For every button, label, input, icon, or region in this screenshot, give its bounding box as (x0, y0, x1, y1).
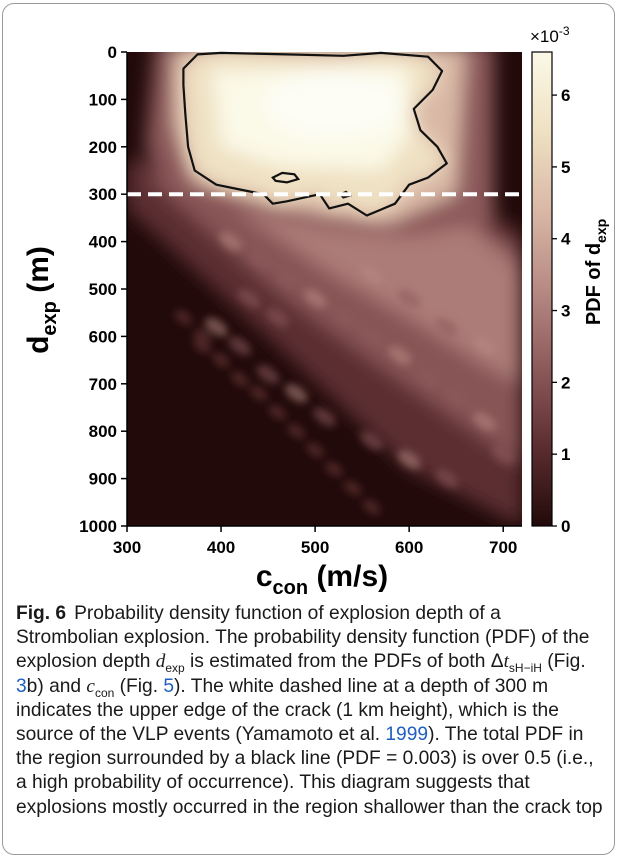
density-ripple-dark (362, 499, 381, 515)
x-tick-label: 300 (113, 538, 141, 557)
caption-symbol-c: c (86, 675, 95, 697)
caption-symbol-t: t (503, 651, 509, 673)
heatmap-plot-area (127, 52, 522, 526)
density-ripples (174, 232, 515, 515)
density-ripple-dark (249, 385, 268, 401)
density-ripple-dark (287, 423, 306, 439)
y-tick-label: 100 (89, 90, 117, 109)
x-tick-label: 600 (395, 538, 423, 557)
density-core (183, 52, 447, 216)
density-ripple (360, 431, 383, 451)
colorbar-tick-label: 5 (561, 158, 570, 177)
colorbar-tick-label: 6 (561, 86, 570, 105)
density-ripple (219, 232, 242, 252)
colorbar-label: PDF of dexp (583, 219, 609, 325)
caption-subscript-con: con (94, 685, 115, 700)
x-tick-label: 400 (207, 538, 235, 557)
density-ripple-dark (230, 371, 249, 387)
figure-number: Fig. 6 (16, 603, 67, 624)
density-ripple (435, 317, 459, 337)
figure-frame (2, 3, 615, 855)
colorbar-exponent: ×10-3 (530, 24, 570, 46)
density-ripple (473, 412, 496, 432)
density-ripple-dark (174, 309, 193, 325)
caption-subscript-sh-ih: sH−iH (508, 661, 542, 676)
colorbar-tick-label: 1 (561, 445, 570, 464)
x-tick-label: 500 (301, 538, 329, 557)
density-ripple (388, 345, 412, 365)
density-ripple (435, 469, 459, 489)
y-tick-label: 900 (89, 470, 117, 489)
density-ripple (444, 388, 468, 408)
density-ripple (491, 445, 515, 465)
caption-ref-fig3[interactable]: 3 (16, 675, 27, 697)
x-axis-label: ccon (m/s) (256, 560, 388, 599)
density-ripple-dark (193, 328, 212, 344)
contour-line-island (271, 171, 301, 184)
density-ripple (247, 251, 271, 270)
density-ripple-dark (268, 404, 287, 420)
density-ripple (397, 289, 421, 308)
caption-symbol-d: d (155, 651, 166, 673)
y-tick-label: 200 (89, 138, 117, 157)
y-tick-label: 800 (89, 422, 117, 441)
density-ripple (256, 364, 280, 384)
density-ripple (331, 308, 355, 327)
caption-text-7: ). The total PDF in the region surrounde… (16, 724, 603, 818)
caption-text-3: (Fig. (541, 651, 586, 673)
density-ripple (360, 326, 383, 346)
density-ripple (266, 308, 289, 327)
colorbar: 0 1 2 3 4 5 6 (531, 51, 571, 536)
y-tick-label: 500 (89, 280, 117, 299)
y-tick-label: 600 (89, 327, 117, 346)
y-tick-label: 0 (108, 43, 117, 62)
density-ripple (360, 265, 383, 285)
density-ripple-dark (306, 442, 324, 458)
density-ripple (237, 289, 261, 308)
density-ripple (473, 336, 496, 356)
axes-layer: 0 100 200 300 400 500 600 700 800 900 1000 300 400 50… (79, 43, 522, 557)
density-ripple (204, 317, 228, 337)
colorbar-tick-label: 0 (561, 517, 570, 536)
density-ripple-dark (212, 352, 230, 368)
density-ripple (275, 270, 299, 289)
density-ripple-dark (325, 461, 343, 477)
x-tick-label: 700 (489, 538, 517, 557)
y-tick-label: 700 (89, 375, 117, 394)
caption-text-1: Probability density function of explosio… (16, 603, 590, 673)
y-tick-label: 1000 (79, 517, 117, 536)
caption-ref-fig5[interactable]: 5 (163, 675, 175, 697)
caption-text-5: (Fig. (114, 675, 164, 697)
y-tick-label: 300 (89, 185, 117, 204)
figure-caption: Fig. 6 Probability density function of ex… (16, 602, 608, 820)
caption-text-4: b) and (26, 675, 87, 697)
y-axis-label: dexp (m) (22, 246, 61, 354)
density-ripple (228, 336, 252, 356)
caption-text-2: is estimated from the PDFs of both Δ (184, 651, 504, 673)
caption-ref-yamamoto-1999[interactable]: 1999 (385, 724, 429, 746)
caption-text-6: ). The white dashed line at a depth of 3… (16, 675, 559, 746)
y-tick-label: 400 (89, 233, 117, 252)
density-ripple (284, 383, 308, 403)
density-ripple (416, 369, 440, 389)
colorbar-tick-label: 2 (561, 373, 570, 392)
colorbar-gradient (531, 51, 553, 527)
density-ripple-dark (343, 480, 362, 496)
density-ripple (397, 450, 421, 470)
density-ripple (313, 407, 336, 427)
density-ripple (303, 289, 327, 308)
colorbar-tick-label: 3 (561, 302, 570, 321)
contour-layer (127, 51, 522, 217)
colorbar-tick-label: 4 (561, 230, 571, 249)
caption-subscript-exp: exp (165, 661, 185, 676)
density-core-max (263, 69, 404, 140)
axis-labels: dexp (m) ccon (m/s) PDF of dexp ×10-3 (22, 24, 609, 599)
